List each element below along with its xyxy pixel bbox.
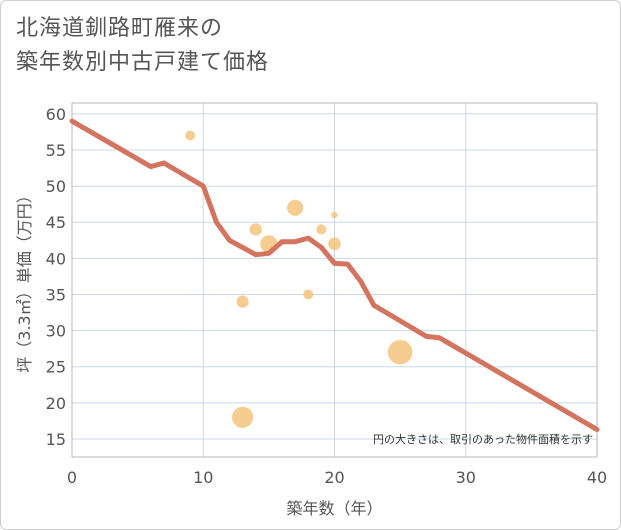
x-tick-label: 40	[587, 468, 607, 487]
x-tick-label: 0	[67, 468, 77, 487]
chart-title-line-1: 北海道釧路町雁来の	[16, 16, 224, 41]
bubble-point	[232, 406, 254, 428]
x-tick-label: 30	[456, 468, 476, 487]
bubble-point	[287, 199, 304, 216]
bubble-point	[331, 211, 338, 219]
x-tick-labels: 0 10 20 30 40	[67, 468, 607, 487]
size-note: 円の大きさは、取引のあった物件面積を示す	[373, 432, 593, 446]
x-tick-label: 20	[324, 468, 344, 487]
bubble-point	[316, 224, 327, 235]
y-tick-label: 40	[46, 249, 66, 268]
y-tick-label: 15	[46, 430, 66, 449]
plot-border	[71, 102, 598, 458]
bubbles	[185, 130, 413, 428]
y-tick-label: 55	[46, 141, 66, 160]
bubble-point	[387, 339, 413, 365]
x-tick-label: 10	[193, 468, 213, 487]
grid	[71, 103, 598, 457]
chart-title: 北海道釧路町雁来の 築年数別中古戸建て価格	[16, 12, 269, 80]
bubble-point	[185, 130, 196, 141]
y-tick-label: 50	[46, 177, 66, 196]
bubble-point	[249, 223, 262, 236]
bubble-point	[236, 295, 249, 308]
y-tick-label: 25	[46, 358, 66, 377]
bubble-point	[328, 237, 341, 251]
x-axis-label: 築年数（年）	[286, 499, 382, 518]
y-tick-label: 45	[46, 213, 66, 232]
y-tick-label: 20	[46, 394, 66, 413]
y-tick-label: 35	[46, 285, 66, 304]
bubble-point	[303, 289, 314, 300]
trend-lines	[69, 118, 600, 432]
y-axis-label: 坪（3.3㎡）単価（万円）	[15, 187, 34, 372]
trend-line	[69, 118, 600, 432]
y-tick-label: 30	[46, 322, 66, 341]
y-tick-labels: 15 20 25 30 35 40 45 50 55 60	[46, 105, 66, 449]
y-tick-label: 60	[46, 105, 66, 124]
chart-title-line-2: 築年数別中古戸建て価格	[16, 50, 270, 75]
